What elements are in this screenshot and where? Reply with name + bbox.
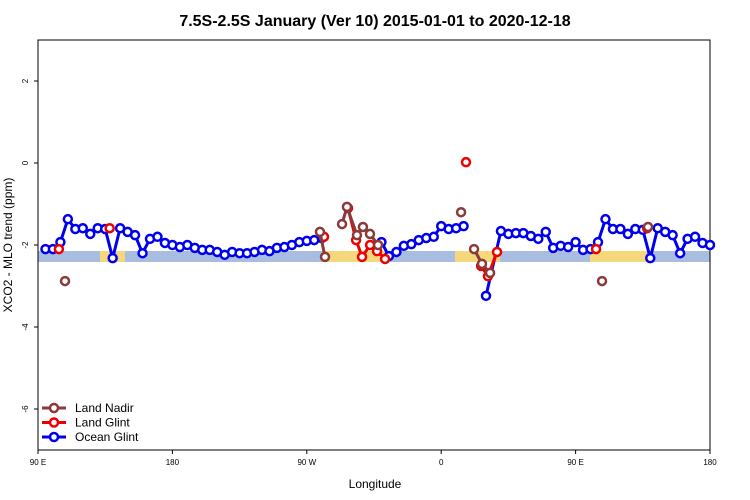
data-point [704, 239, 716, 251]
data-point [77, 222, 89, 234]
data-point [336, 218, 348, 230]
y-tick-label: -2 [21, 241, 30, 249]
data-point [458, 220, 469, 232]
data-point [104, 222, 115, 234]
y-axis-label: XCO2 - MLO trend (ppm) [1, 178, 15, 313]
data-point [480, 290, 492, 302]
data-point [645, 252, 656, 264]
data-point [622, 228, 634, 240]
data-point [53, 243, 65, 255]
x-tick-label: 90 E [567, 458, 583, 467]
x-axis-label: Longitude [349, 477, 402, 491]
legend-marker [48, 402, 60, 414]
data-point [62, 213, 74, 225]
x-tick-label: 0 [439, 458, 444, 467]
data-point [674, 247, 686, 259]
y-tick-label: -4 [21, 323, 30, 331]
land-band [322, 251, 390, 262]
y-tick-label: 0 [21, 160, 30, 165]
legend-label: Land Glint [75, 416, 130, 430]
data-point [570, 236, 581, 248]
data-point [667, 229, 678, 241]
data-point [689, 231, 701, 243]
data-point [615, 223, 626, 235]
data-point [468, 243, 480, 255]
x-tick-label: 90 W [297, 458, 316, 467]
data-point [319, 251, 331, 263]
legend-marker [48, 431, 60, 443]
legend-label: Ocean Glint [75, 430, 139, 444]
data-point [364, 228, 376, 240]
data-point [590, 243, 602, 255]
data-point [107, 252, 118, 264]
data-point [600, 213, 611, 225]
x-tick-label: 90 E [30, 458, 46, 467]
data-point [356, 251, 368, 263]
land-band [590, 251, 650, 262]
data-point [642, 221, 654, 233]
y-tick-label: -6 [21, 405, 30, 413]
data-point [476, 258, 488, 270]
data-point [137, 247, 148, 259]
land-band [455, 251, 500, 262]
data-point [533, 233, 544, 245]
data-point [85, 228, 96, 240]
data-point [372, 239, 384, 251]
data-point [357, 221, 369, 233]
data-point [455, 206, 467, 218]
data-point [379, 253, 391, 265]
data-point [59, 275, 71, 287]
x-tick-label: 180 [703, 458, 717, 467]
legend-label: Land Nadir [75, 401, 134, 415]
y-tick-label: 2 [21, 78, 30, 83]
data-point [391, 246, 402, 258]
chart-title: 7.5S-2.5S January (Ver 10) 2015-01-01 to… [179, 13, 570, 30]
data-point [314, 226, 326, 238]
data-point [152, 231, 163, 243]
data-point [596, 275, 608, 287]
legend-marker [48, 417, 60, 428]
data-point [540, 226, 551, 238]
data-point [351, 229, 363, 241]
data-point [341, 201, 353, 213]
data-point [428, 231, 439, 243]
data-point [406, 238, 417, 250]
data-point [460, 156, 472, 168]
data-point [491, 246, 503, 258]
data-point [562, 241, 574, 253]
data-point [129, 229, 141, 241]
data-point [484, 267, 496, 279]
x-tick-label: 180 [166, 458, 180, 467]
